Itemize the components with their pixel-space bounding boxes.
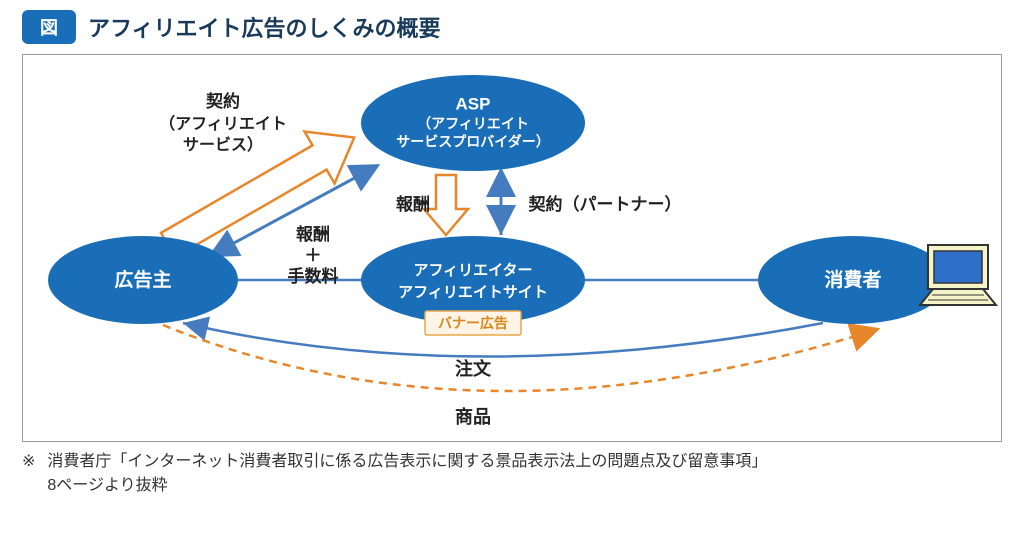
label-contract1a: 契約 — [205, 91, 240, 111]
figure-title: アフィリエイト広告のしくみの概要 — [88, 11, 440, 43]
svg-text:ASP: ASP — [456, 94, 491, 113]
label-reward-fee-1: 報酬 — [296, 224, 330, 244]
computer-icon — [920, 245, 996, 305]
banner-badge: バナー広告 — [425, 311, 521, 335]
footnote-text: 消費者庁「インターネット消費者取引に係る広告表示に関する景品表示法上の問題点及び… — [47, 450, 767, 498]
label-contract1c: サービス） — [183, 136, 263, 154]
svg-text:サービスプロバイダー）: サービスプロバイダー） — [396, 134, 549, 150]
node-asp: ASP （アフィリエイト サービスプロバイダー） — [361, 75, 585, 171]
footnote: ※ 消費者庁「インターネット消費者取引に係る広告表示に関する景品表示法上の問題点… — [0, 450, 1024, 498]
label-contract2: 契約（パートナー） — [528, 194, 682, 214]
diagram-container: ASP （アフィリエイト サービスプロバイダー） アフィリエイター アフィリエイ… — [22, 54, 1002, 442]
node-advertiser: 広告主 — [48, 236, 238, 324]
diagram-svg: ASP （アフィリエイト サービスプロバイダー） アフィリエイター アフィリエイ… — [23, 55, 1001, 443]
label-order: 注文 — [455, 358, 492, 379]
node-consumer: 消費者 — [758, 236, 948, 324]
label-reward2: 報酬 — [396, 194, 430, 214]
svg-text:広告主: 広告主 — [114, 268, 171, 291]
label-reward-fee-2: ＋ — [305, 246, 322, 265]
arrow-asp-to-affiliate-reward — [424, 175, 468, 235]
figure-badge: 図 — [22, 10, 76, 44]
label-contract1b: （アフィリエイト — [159, 115, 287, 133]
label-reward-fee-3: 手数料 — [288, 266, 339, 286]
label-product: 商品 — [455, 406, 491, 427]
svg-text:アフィリエイトサイト: アフィリエイトサイト — [398, 284, 548, 301]
svg-text:（アフィリエイト: （アフィリエイト — [417, 116, 529, 132]
svg-text:バナー広告: バナー広告 — [438, 315, 508, 331]
footnote-mark: ※ — [22, 450, 35, 498]
svg-text:アフィリエイター: アフィリエイター — [413, 262, 532, 279]
svg-text:消費者: 消費者 — [824, 268, 881, 291]
